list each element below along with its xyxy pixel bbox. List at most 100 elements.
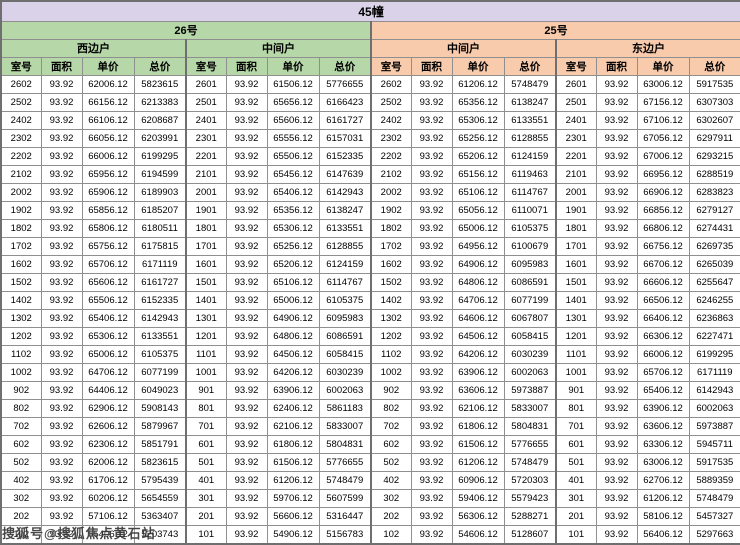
cell-unit-price: 61506.12	[266, 453, 320, 473]
cell-unit-price: 63006.12	[636, 74, 690, 94]
table-row: 1902 93.92 65856.12 6185207 1901 93.92 65356.1…	[0, 200, 740, 220]
cell-unit-price: 66606.12	[636, 272, 690, 292]
cell-unit-price: 65106.12	[451, 182, 505, 202]
table-row: 202 93.92 57106.12 5363407 201 93.92 56606.12 5…	[0, 507, 740, 527]
column-header-room: 室号	[555, 56, 597, 76]
cell-total-price: 6297911	[688, 128, 740, 148]
cell-total-price: 6236863	[688, 308, 740, 328]
cell-area: 93.92	[410, 308, 453, 328]
cell-room: 2602	[370, 74, 412, 94]
cell-room: 201	[555, 507, 597, 527]
cell-total-price: 6152335	[318, 146, 372, 166]
cell-total-price: 5889359	[688, 471, 740, 491]
cell-room: 1902	[370, 200, 412, 220]
cell-total-price: 5776655	[503, 435, 557, 455]
cell-total-price: 6095983	[503, 254, 557, 274]
cell-area: 93.92	[225, 399, 268, 419]
cell-room: 701	[185, 417, 227, 437]
cell-unit-price: 56306.12	[451, 507, 505, 527]
cell-total-price: 6180511	[133, 218, 187, 238]
cell-total-price: 6161727	[133, 272, 187, 292]
cell-area: 93.92	[410, 399, 453, 419]
cell-total-price: 5861183	[318, 399, 372, 419]
cell-room: 102	[370, 525, 412, 545]
cell-total-price: 6105375	[318, 290, 372, 310]
cell-room: 302	[0, 489, 42, 509]
cell-unit-price: 59706.12	[266, 489, 320, 509]
cell-unit-price: 66006.12	[81, 146, 135, 166]
table-row: 2602 93.92 62006.12 5823615 2601 93.92 61506.1…	[0, 74, 740, 94]
cell-unit-price: 61806.12	[266, 435, 320, 455]
cell-unit-price: 65306.12	[81, 326, 135, 346]
table-row: 1202 93.92 65306.12 6133551 1201 93.92 64806.1…	[0, 326, 740, 346]
cell-total-price: 6138247	[318, 200, 372, 220]
table-row: 2502 93.92 66156.12 6213383 2501 93.92 65656.1…	[0, 92, 740, 112]
cell-area: 93.92	[225, 507, 268, 527]
cell-area: 93.92	[595, 254, 638, 274]
cell-unit-price: 61206.12	[636, 489, 690, 509]
cell-total-price: 5879967	[133, 417, 187, 437]
cell-area: 93.92	[595, 489, 638, 509]
cell-room: 801	[185, 399, 227, 419]
cell-room: 1102	[370, 344, 412, 365]
cell-room: 2201	[555, 146, 597, 166]
cell-room: 1102	[0, 344, 42, 365]
cell-unit-price: 65756.12	[81, 236, 135, 256]
unit-type-west-26: 西边户	[0, 38, 187, 58]
cell-total-price: 6161727	[318, 110, 372, 130]
cell-room: 1601	[555, 254, 597, 274]
cell-unit-price: 65006.12	[81, 344, 135, 365]
cell-unit-price: 65506.12	[81, 290, 135, 310]
cell-area: 93.92	[225, 200, 268, 220]
section-header-25: 25号	[369, 20, 740, 40]
table-row: 302 93.92 60206.12 5654559 301 93.92 59706.12 5…	[0, 489, 740, 509]
cell-total-price: 6166423	[318, 92, 372, 112]
cell-total-price: 6199295	[688, 344, 740, 365]
cell-room: 402	[370, 471, 412, 491]
cell-room: 101	[185, 525, 227, 545]
cell-room: 1802	[370, 218, 412, 238]
cell-area: 93.92	[225, 290, 268, 310]
cell-total-price: 6049023	[133, 381, 187, 401]
cell-total-price: 6274431	[688, 218, 740, 238]
cell-total-price: 5748479	[503, 453, 557, 473]
cell-total-price: 5917535	[688, 453, 740, 473]
cell-total-price: 6119463	[503, 164, 557, 184]
cell-area: 93.92	[225, 236, 268, 256]
cell-unit-price: 60906.12	[451, 471, 505, 491]
cell-unit-price: 62106.12	[451, 399, 505, 419]
cell-area: 93.92	[225, 128, 268, 148]
column-header-room: 室号	[0, 56, 42, 76]
table-row: 1002 93.92 64706.12 6077199 1001 93.92 64206.1…	[0, 362, 740, 383]
cell-room: 601	[185, 435, 227, 455]
cell-unit-price: 65806.12	[81, 218, 135, 238]
cell-area: 93.92	[225, 110, 268, 130]
cell-total-price: 5363407	[133, 507, 187, 527]
cell-area: 93.92	[595, 110, 638, 130]
cell-unit-price: 67156.12	[636, 92, 690, 112]
cell-room: 1701	[185, 236, 227, 256]
cell-area: 93.92	[410, 489, 453, 509]
cell-room: 201	[185, 507, 227, 527]
table-row: 1702 93.92 65756.12 6175815 1701 93.92 65256.1…	[0, 236, 740, 256]
cell-room: 2002	[370, 182, 412, 202]
cell-unit-price: 63606.12	[451, 381, 505, 401]
cell-room: 501	[555, 453, 597, 473]
cell-area: 93.92	[595, 200, 638, 220]
cell-area: 93.92	[225, 164, 268, 184]
cell-total-price: 5720303	[503, 471, 557, 491]
cell-area: 93.92	[40, 182, 83, 202]
cell-room: 102	[0, 525, 42, 545]
cell-total-price: 5973887	[688, 417, 740, 437]
cell-unit-price: 62006.12	[81, 453, 135, 473]
column-header-unit-price: 单价	[266, 56, 320, 76]
cell-unit-price: 63906.12	[451, 362, 505, 383]
cell-total-price: 6138247	[503, 92, 557, 112]
cell-area: 93.92	[410, 507, 453, 527]
cell-total-price: 6265039	[688, 254, 740, 274]
cell-unit-price: 61206.12	[266, 471, 320, 491]
cell-total-price: 6227471	[688, 326, 740, 346]
cell-unit-price: 66906.12	[636, 182, 690, 202]
cell-total-price: 6246255	[688, 290, 740, 310]
cell-area: 93.92	[225, 146, 268, 166]
